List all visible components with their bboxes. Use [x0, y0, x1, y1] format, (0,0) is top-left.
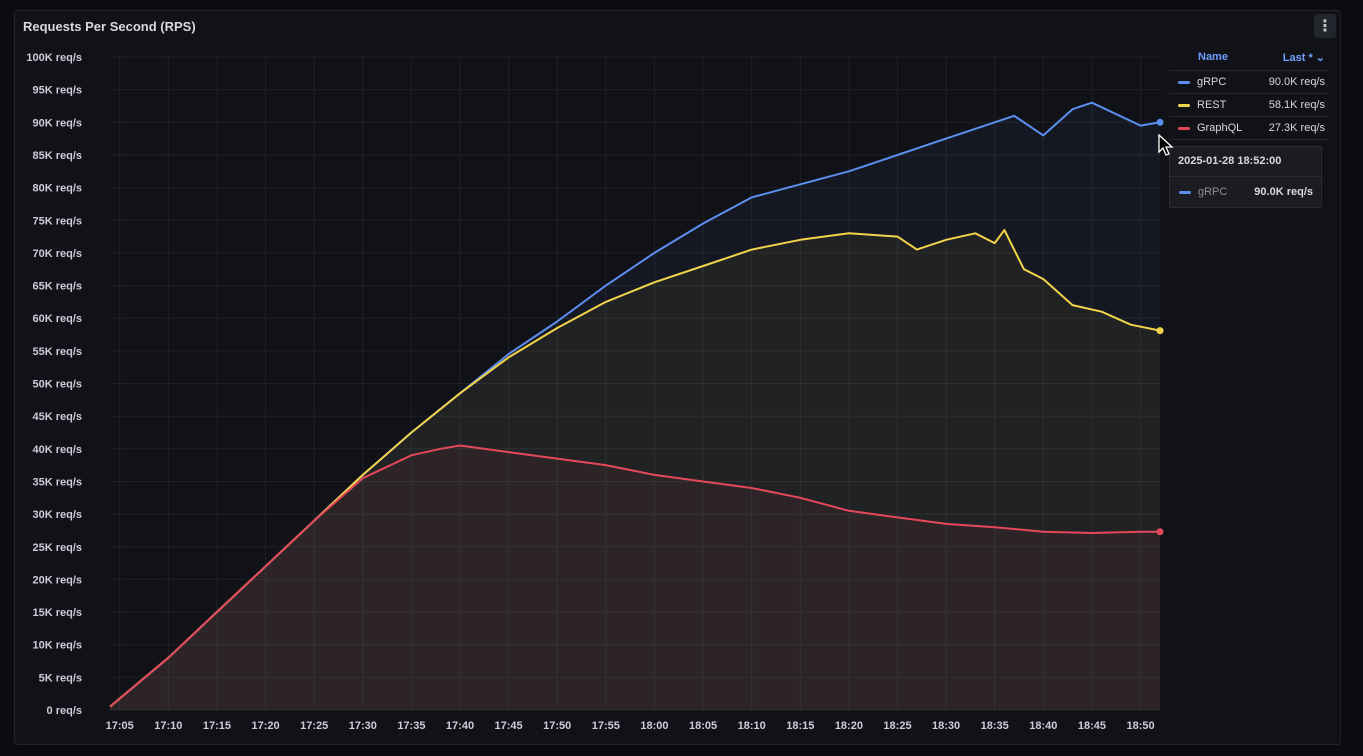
legend-header: Name Last * ⌄: [1169, 48, 1329, 71]
panel-title: Requests Per Second (RPS): [23, 19, 196, 34]
x-tick-label: 17:10: [154, 720, 182, 732]
tooltip-series-name: gRPC: [1198, 186, 1228, 198]
series-point-graphql: [1156, 528, 1164, 536]
x-tick-label: 17:55: [592, 720, 620, 732]
series-area-graphql: [110, 445, 1160, 710]
x-tick-label: 18:05: [689, 720, 717, 732]
x-tick-label: 17:15: [203, 720, 231, 732]
y-tick-label: 10K req/s: [32, 640, 82, 652]
x-tick-label: 18:20: [835, 720, 863, 732]
y-tick-label: 85K req/s: [32, 150, 82, 162]
legend-item-grpc[interactable]: gRPC 90.0K req/s: [1169, 71, 1329, 94]
y-tick-label: 100K req/s: [26, 52, 82, 64]
legend-series-name: gRPC: [1197, 76, 1227, 88]
series-color-swatch: [1178, 103, 1190, 107]
legend-series-name: REST: [1197, 99, 1227, 111]
tooltip-timestamp: 2025-01-28 18:52:00: [1170, 147, 1321, 177]
y-tick-label: 75K req/s: [32, 215, 82, 227]
x-tick-label: 17:05: [106, 720, 134, 732]
series-color-swatch: [1178, 126, 1190, 130]
series-area-grpc: [110, 102, 1160, 710]
y-tick-label: 65K req/s: [32, 281, 82, 293]
x-tick-label: 18:50: [1126, 720, 1154, 732]
x-tick-label: 17:50: [543, 720, 571, 732]
x-tick-label: 18:35: [981, 720, 1009, 732]
legend-item-graphql[interactable]: GraphQL 27.3K req/s: [1169, 117, 1329, 140]
legend-series-last-value: 58.1K req/s: [1268, 99, 1325, 111]
y-tick-label: 80K req/s: [32, 183, 82, 195]
x-tick-label: 18:00: [640, 720, 668, 732]
legend-series-name: GraphQL: [1197, 122, 1243, 134]
y-tick-label: 20K req/s: [32, 574, 82, 586]
mouse-pointer-icon: [1158, 134, 1174, 156]
x-tick-label: 17:35: [397, 720, 425, 732]
tooltip-series-value: 90.0K req/s: [1254, 186, 1313, 198]
series-color-swatch: [1178, 80, 1190, 84]
y-tick-label: 40K req/s: [32, 444, 82, 456]
hover-tooltip: 2025-01-28 18:52:00 gRPC 90.0K req/s: [1169, 146, 1322, 208]
y-tick-label: 95K req/s: [32, 85, 82, 97]
y-tick-label: 30K req/s: [32, 509, 82, 521]
y-tick-label: 55K req/s: [32, 346, 82, 358]
rps-panel: Requests Per Second (RPS) ⋮: [14, 10, 1341, 745]
series-point-rest: [1156, 327, 1164, 335]
series-color-swatch: [1179, 190, 1191, 194]
legend-series-last-value: 27.3K req/s: [1268, 122, 1325, 134]
legend-series-last-value: 90.0K req/s: [1268, 76, 1325, 88]
y-tick-label: 0 req/s: [47, 705, 82, 717]
x-tick-label: 18:40: [1029, 720, 1057, 732]
y-tick-label: 45K req/s: [32, 411, 82, 423]
x-tick-label: 18:15: [786, 720, 814, 732]
x-tick-label: 18:10: [738, 720, 766, 732]
kebab-menu-icon: ⋮: [1317, 16, 1333, 35]
x-tick-label: 17:40: [446, 720, 474, 732]
y-tick-label: 5K req/s: [39, 672, 82, 684]
panel-menu-button[interactable]: ⋮: [1314, 14, 1336, 38]
series-line-rest: [109, 229, 1161, 708]
legend: Name Last * ⌄ gRPC 90.0K req/s REST 58.1…: [1169, 48, 1329, 140]
y-tick-label: 60K req/s: [32, 313, 82, 325]
legend-name-header[interactable]: Name: [1198, 51, 1228, 63]
series-line-graphql: [109, 444, 1160, 708]
tooltip-series-row: gRPC 90.0K req/s: [1170, 177, 1321, 207]
legend-item-rest[interactable]: REST 58.1K req/s: [1169, 94, 1329, 117]
legend-last-sort-header[interactable]: Last * ⌄: [1282, 52, 1325, 64]
y-tick-label: 35K req/s: [32, 476, 82, 488]
x-tick-label: 18:45: [1078, 720, 1106, 732]
series-point-grpc: [1156, 118, 1164, 126]
x-tick-label: 17:45: [495, 720, 523, 732]
x-tick-label: 17:30: [349, 720, 377, 732]
y-tick-label: 25K req/s: [32, 542, 82, 554]
x-tick-label: 17:25: [300, 720, 328, 732]
y-tick-label: 15K req/s: [32, 607, 82, 619]
y-tick-label: 50K req/s: [32, 379, 82, 391]
x-tick-label: 17:20: [251, 720, 279, 732]
x-tick-label: 18:30: [932, 720, 960, 732]
y-tick-label: 90K req/s: [32, 117, 82, 129]
y-tick-label: 70K req/s: [32, 248, 82, 260]
x-tick-label: 18:25: [883, 720, 911, 732]
